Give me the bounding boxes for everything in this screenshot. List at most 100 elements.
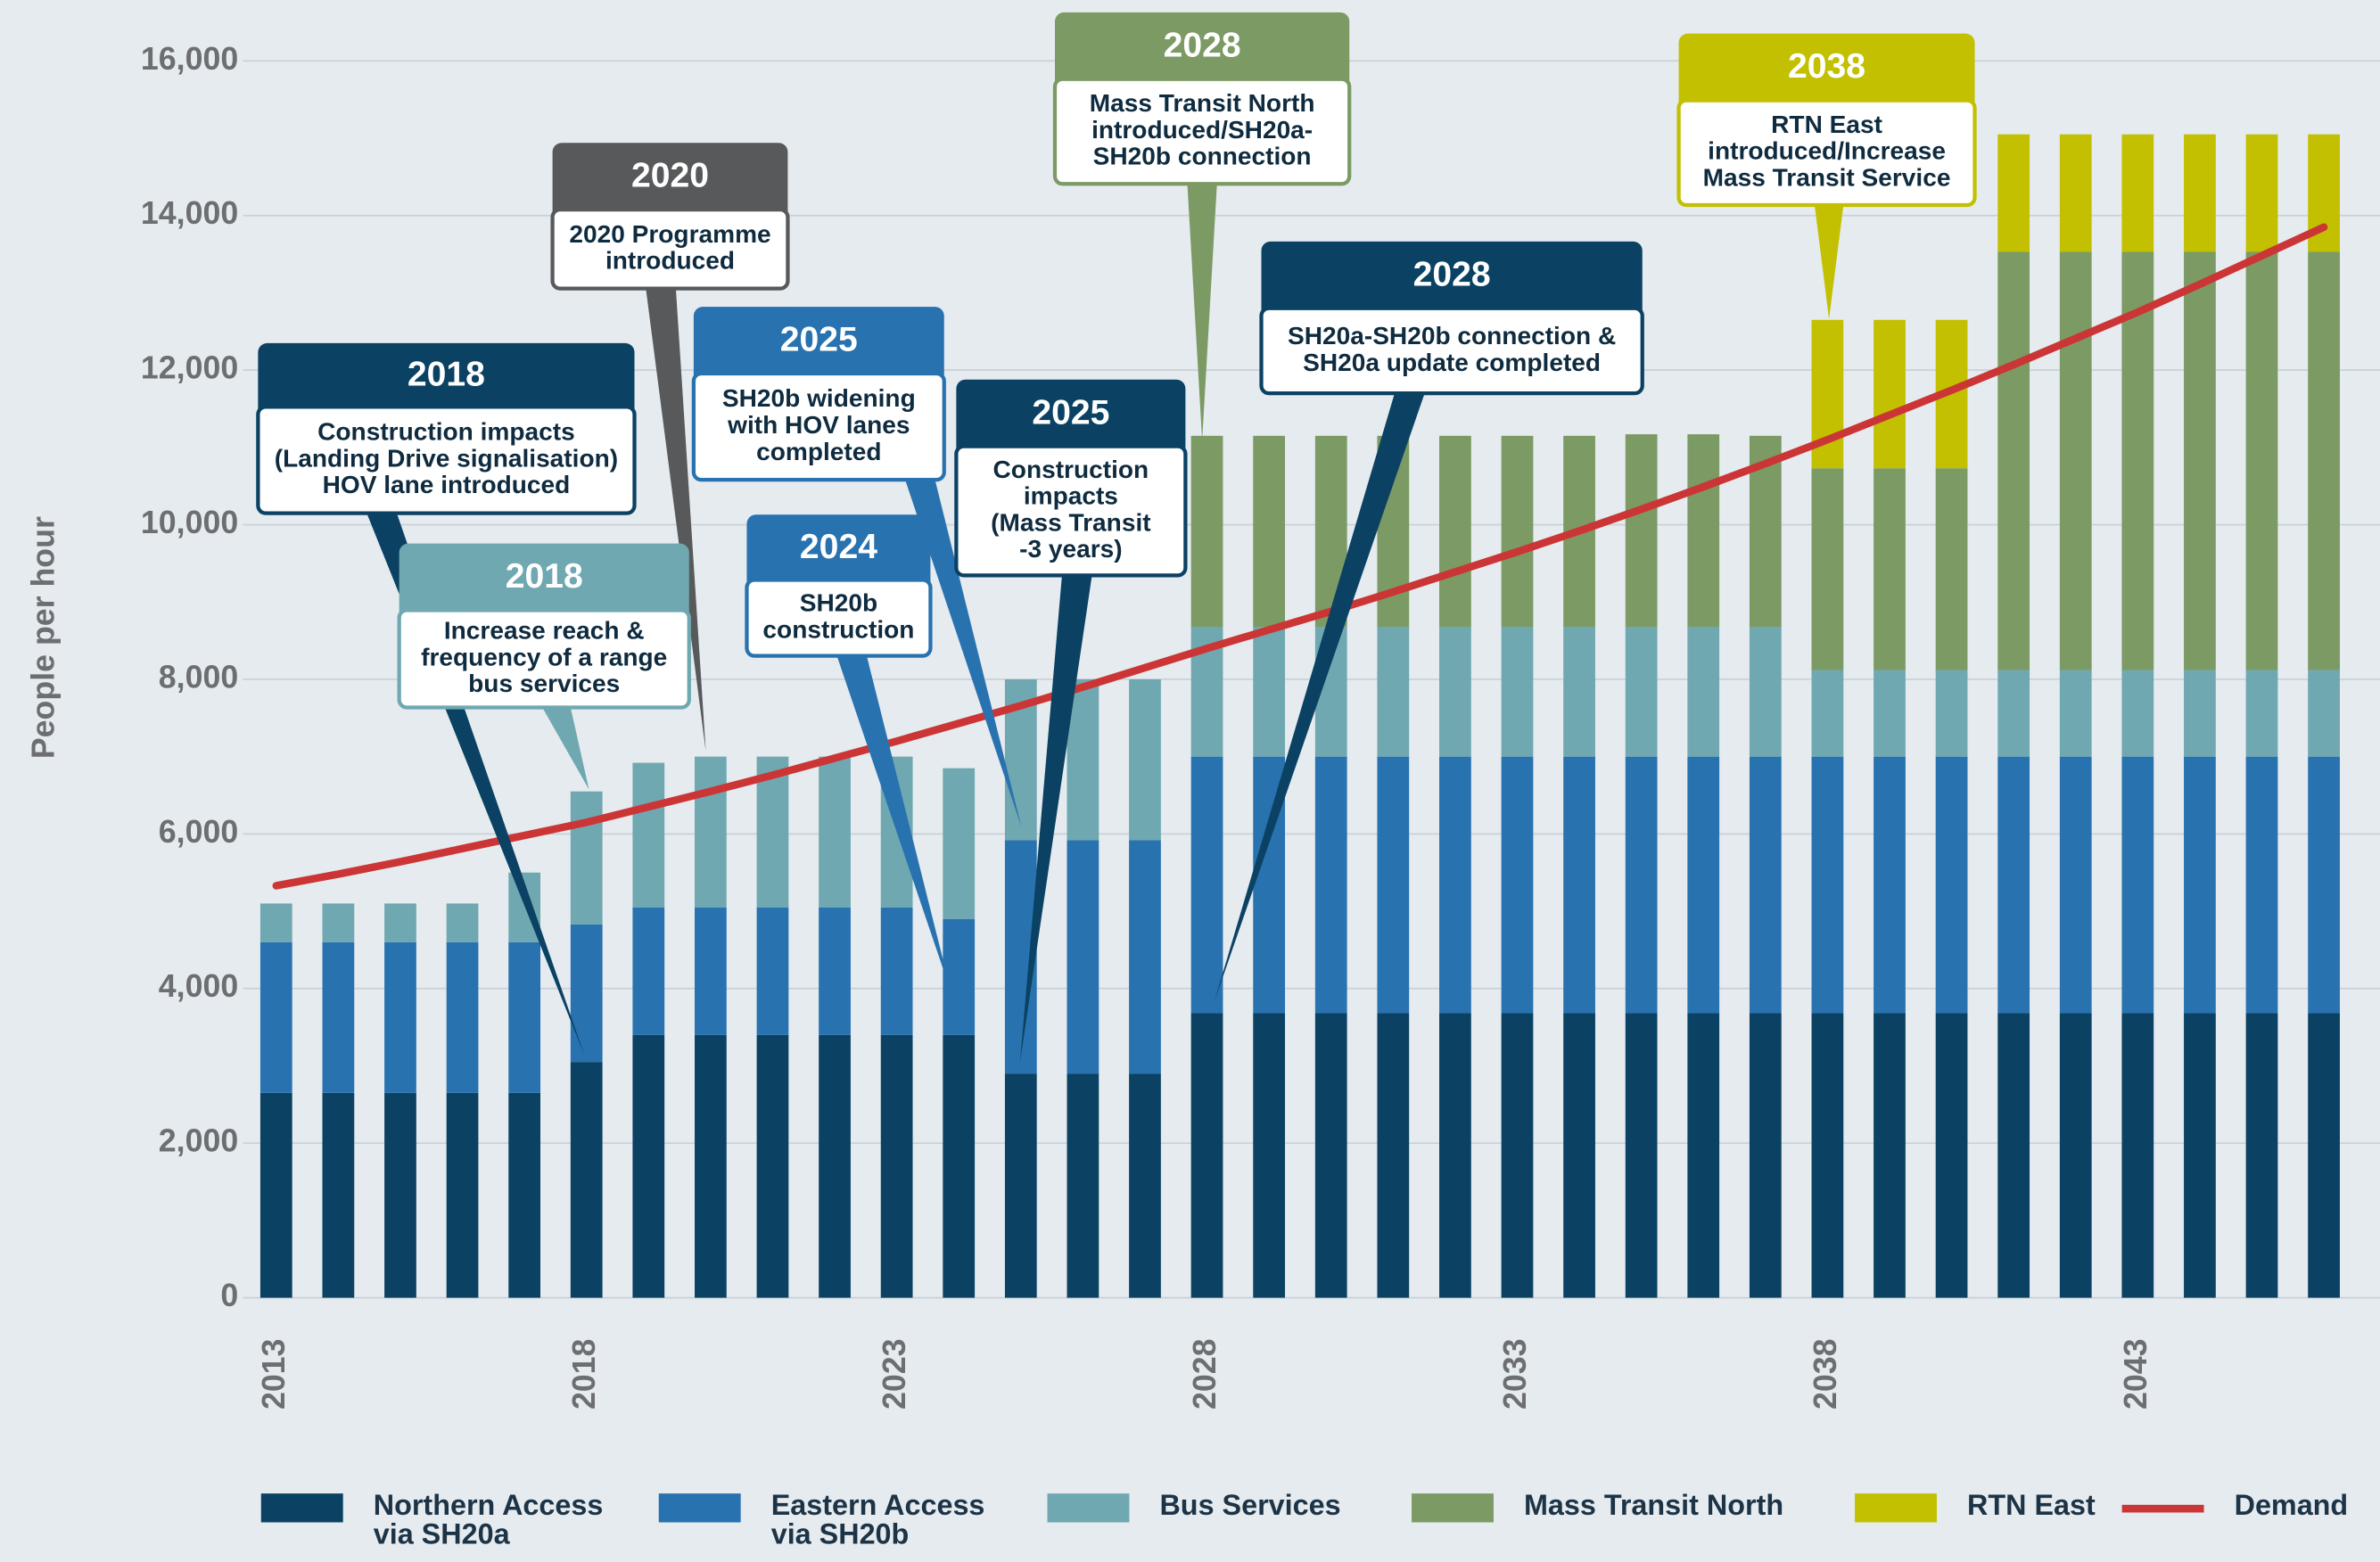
x-tick-label: 2038 [1808,1339,1843,1410]
bar-segment [2245,1013,2278,1298]
bar-segment [1935,756,1968,1014]
bar-segment [322,903,355,942]
callout-body [745,578,933,658]
callout-header [1055,12,1350,92]
callout-text: introduced/Increase [1708,137,1946,165]
bar-segment [1874,756,1906,1014]
bar-segment [1625,756,1658,1014]
callout-year: 2020 [631,157,709,195]
bar-segment [1377,626,1410,757]
bar-segment [384,941,416,1093]
callout-year: 2025 [1032,393,1109,432]
y-axis-label: People per hour [26,516,62,759]
bar-segment [2059,1013,2092,1298]
callout-text: (Landing Drive signalisation) [275,444,618,472]
legend-item: Demand [2234,1492,2349,1523]
bar-segment [2308,670,2340,757]
bar-segment [880,907,913,1035]
callout-pointer [835,649,952,995]
callout-text: SH20a-SH20b connection & [1288,322,1616,349]
bar-segment [1997,134,2030,252]
bar-segment [1687,434,1720,627]
bar-segment [943,918,976,1035]
legend-item: Bus Services [1159,1492,1340,1520]
y-tick-label: 12,000 [141,350,238,386]
bar-segment [2059,251,2092,670]
legend-item: Mass Transit North [1523,1492,1784,1523]
bar-segment [2121,670,2154,757]
callout-body [550,208,790,291]
callout-text: introduced [605,247,735,275]
callout-text: Mass Transit North [1090,89,1315,117]
bar-segment [2121,756,2154,1014]
x-tick-label: 2018 [566,1339,602,1410]
callout-header [1261,241,1643,321]
bar-segment [1129,1073,1161,1298]
callout-body [1259,306,1644,396]
bar-segment [1501,756,1534,1014]
callout-text: (Mass Transit [991,508,1150,536]
legend-item: Eastern Access via SH20b [771,1492,985,1550]
bar-segment [384,1092,416,1298]
bar-segment [1439,756,1471,1014]
bar-segment [1687,626,1720,757]
bar-segment [2245,134,2278,252]
bar-segment [2308,756,2340,1014]
legend-swatch [1412,1493,1494,1523]
callout-header [746,514,931,593]
bar-segment [943,768,976,919]
callout-text: impacts [1024,482,1118,510]
callout-text: introduced/SH20a- [1091,116,1313,144]
bar-segment [2184,670,2216,757]
bar-segment [322,941,355,1093]
bar-segment [2059,134,2092,252]
bar-segment [1004,1073,1037,1298]
bar-segment [2059,756,2092,1014]
bar-segment [1377,1013,1410,1298]
bar-segment [695,907,727,1035]
bar-segment [259,941,292,1093]
y-tick-label: 10,000 [141,505,238,540]
callout-body [397,608,691,710]
bar-segment [1501,626,1534,757]
legend-label: RTN East [1967,1492,2096,1523]
callout-text: RTN East [1771,111,1882,138]
callout-body [256,405,637,515]
callout-text: SH20b connection [1093,143,1312,170]
callout-header [258,342,635,420]
callout-pointer [902,473,1022,827]
y-tick-label: 14,000 [141,195,238,231]
x-tick-label: 2028 [1187,1339,1223,1410]
bar-segment [632,762,665,908]
callout-header [399,543,689,623]
bar-segment [1874,319,1906,469]
bar-segment [2121,1013,2154,1298]
callout-text: Mass Transit Service [1703,164,1951,192]
y-tick-label: 0 [220,1278,238,1313]
callout-text: SH20a update completed [1303,349,1601,376]
bar-segment [2245,756,2278,1014]
bar-segment [1874,468,1906,670]
bar-segment [446,1092,479,1298]
bar-segment [632,1034,665,1298]
legend-label: Mass Transit North [1523,1492,1784,1523]
bar-segment [1066,1073,1099,1298]
legend-label: Northern Access via SH20a [373,1492,604,1551]
legend-label: Demand [2234,1492,2349,1523]
bar-segment [2308,251,2340,670]
callout-text: Construction [993,456,1149,483]
callout-header [956,379,1186,459]
callout-header [552,143,788,222]
bar-segment [943,1034,976,1298]
bar-segment [2184,1013,2216,1298]
bar-segment [259,1092,292,1298]
bar-segment [1190,1013,1223,1298]
callout-text: 2020 Programme [569,220,770,248]
bar-segment [1997,670,2030,757]
bar-segment [1314,756,1347,1014]
bar-segment [1811,468,1844,670]
callout-pointer [1814,199,1845,319]
bar-segment [1625,1013,1658,1298]
callout-text: Increase reach & [444,617,645,645]
